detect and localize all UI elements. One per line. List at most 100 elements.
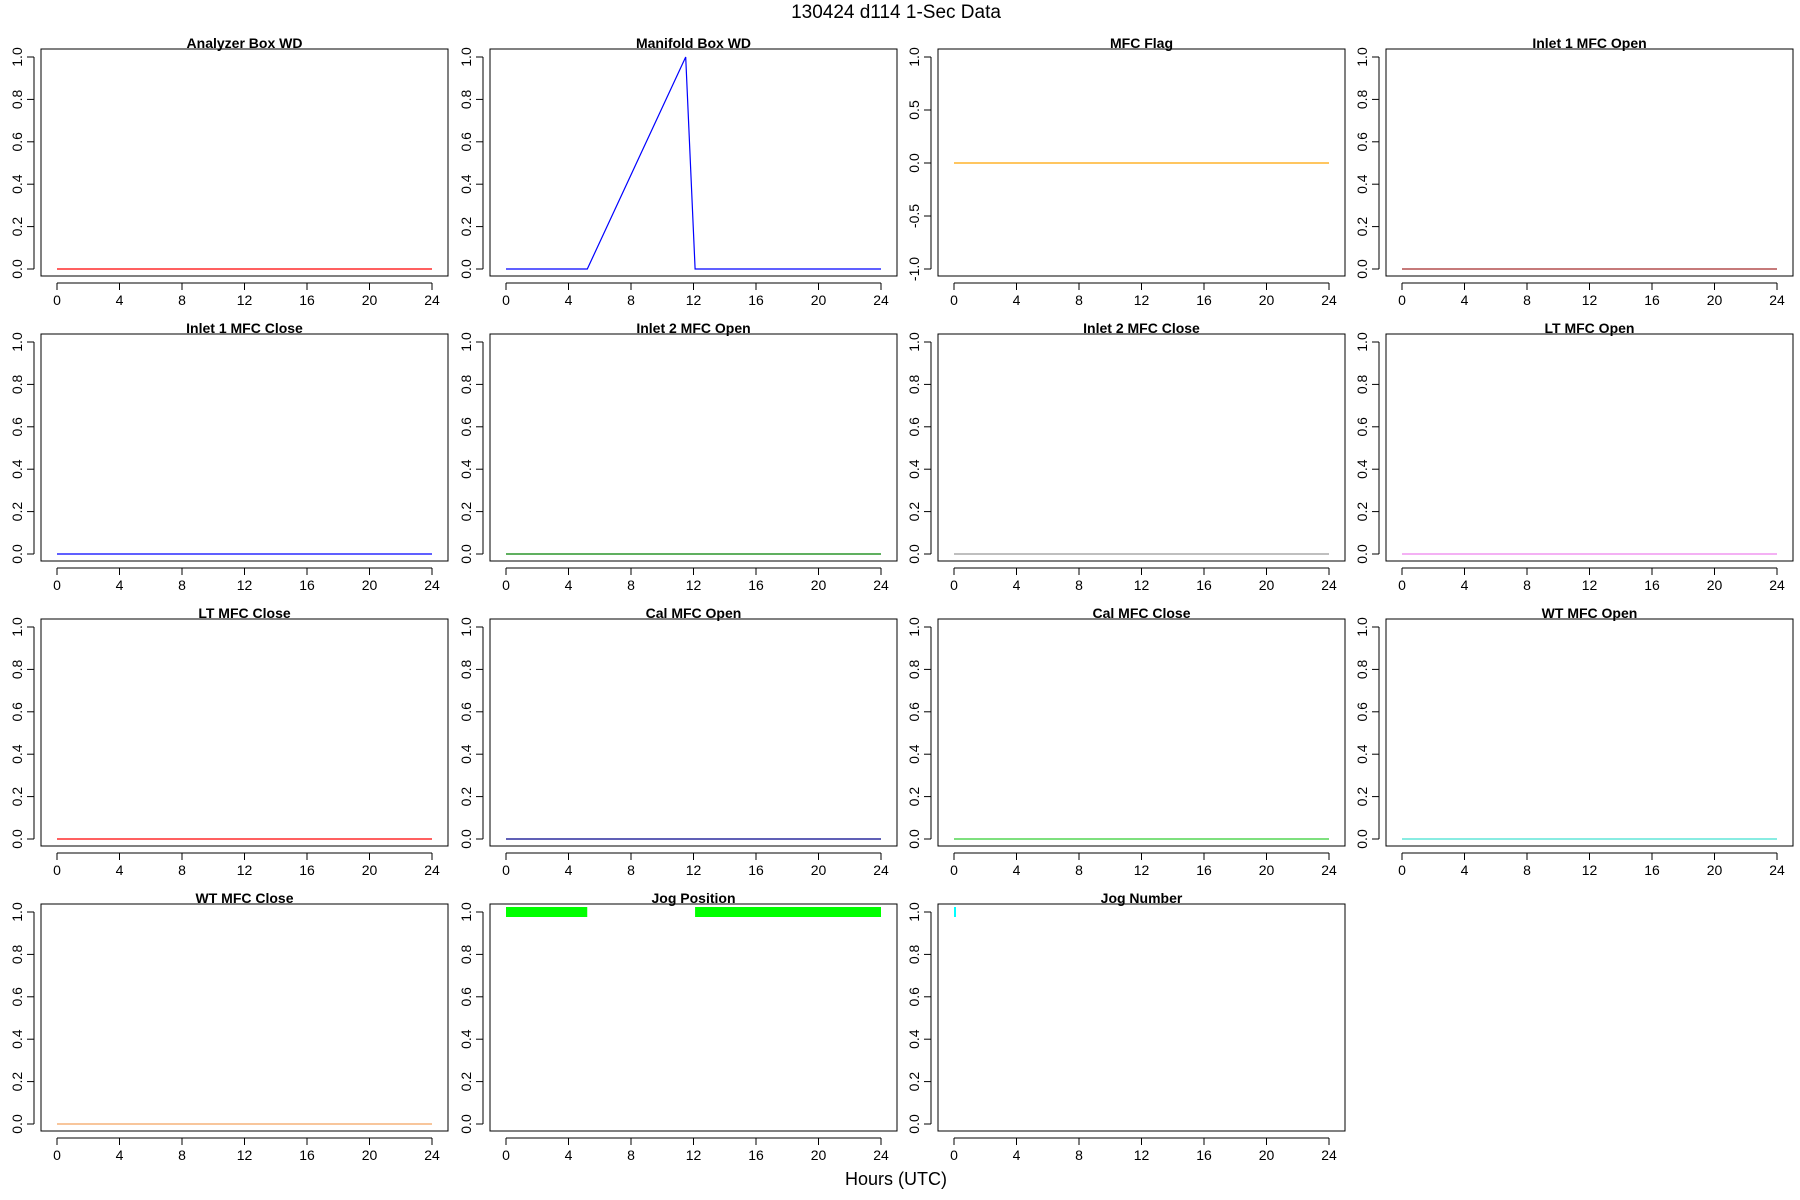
y-tick-label: 1.0 [1354, 332, 1370, 352]
x-tick-label: 8 [1523, 577, 1531, 593]
panel-title: Inlet 2 MFC Open [636, 320, 750, 336]
y-tick-label: 0.8 [906, 374, 922, 394]
chart-panel: LT MFC Open 0 4 8 12 16 20 24 0.0 0.2 0.4 0.6 0.8 1.0 [1354, 320, 1794, 593]
chart-panel: Inlet 2 MFC Close 0 4 8 12 16 20 24 0.0 0.2 0.4 0.6… [906, 320, 1346, 593]
y-tick-label: 0.2 [906, 502, 922, 522]
plot-frame [40, 618, 449, 847]
y-tick-label: 0.6 [906, 702, 922, 722]
x-tick-label: 16 [1644, 577, 1660, 593]
x-tick-label: 12 [1582, 862, 1598, 878]
y-tick-label: 0.0 [9, 259, 25, 279]
x-tick-label: 0 [53, 1147, 61, 1163]
y-tick-label: 0.5 [906, 100, 922, 120]
x-tick-label: 16 [299, 292, 315, 308]
y-tick-label: 0.4 [458, 744, 474, 764]
x-tick-label: 8 [1075, 292, 1083, 308]
x-axis: 0 4 8 12 16 20 24 [502, 1137, 889, 1163]
x-tick-label: 24 [873, 292, 889, 308]
y-axis: 0.0 0.2 0.4 0.6 0.8 1.0 [9, 902, 35, 1134]
y-tick-label: 0.4 [9, 744, 25, 764]
x-tick-label: 12 [1582, 292, 1598, 308]
panel-title: Analyzer Box WD [187, 35, 303, 51]
panel-title: WT MFC Close [196, 890, 294, 906]
plot-frame [937, 333, 1346, 562]
y-tick-label: 1.0 [906, 902, 922, 922]
x-tick-label: 20 [1707, 292, 1723, 308]
y-tick-label: 1.0 [906, 47, 922, 67]
x-axis: 0 4 8 12 16 20 24 [1398, 567, 1785, 593]
x-tick-label: 16 [1196, 862, 1212, 878]
y-tick-label: 1.0 [458, 332, 474, 352]
y-tick-label: -0.5 [906, 204, 922, 228]
x-tick-label: 8 [627, 1147, 635, 1163]
x-tick-label: 4 [116, 1147, 124, 1163]
x-tick-label: 16 [748, 1147, 764, 1163]
series-point-band [954, 907, 956, 917]
x-axis: 0 4 8 12 16 20 24 [1398, 282, 1785, 308]
x-tick-label: 0 [950, 292, 958, 308]
x-axis: 0 4 8 12 16 20 24 [950, 852, 1337, 878]
y-tick-label: 0.0 [458, 1114, 474, 1134]
y-tick-label: 0.0 [906, 544, 922, 564]
y-tick-label: 0.0 [1354, 259, 1370, 279]
x-tick-label: 16 [748, 292, 764, 308]
x-tick-label: 20 [362, 577, 378, 593]
x-tick-label: 12 [686, 292, 702, 308]
x-tick-label: 12 [237, 292, 253, 308]
plot-frame [489, 48, 898, 277]
x-tick-label: 8 [627, 292, 635, 308]
y-axis: 0.0 0.2 0.4 0.6 0.8 1.0 [458, 332, 484, 564]
y-tick-label: 0.0 [906, 1114, 922, 1134]
y-tick-label: 0.2 [906, 787, 922, 807]
chart-panel: Inlet 1 MFC Close 0 4 8 12 16 20 24 0.0 0.2 0.4 0.6… [9, 320, 449, 593]
panel-title: Cal MFC Open [646, 605, 742, 621]
x-tick-label: 8 [1075, 862, 1083, 878]
y-tick-label: 0.8 [458, 374, 474, 394]
x-tick-label: 16 [1196, 1147, 1212, 1163]
x-tick-label: 16 [1644, 862, 1660, 878]
chart-panel: WT MFC Close 0 4 8 12 16 20 24 0.0 0.2 0.4 0.6 0.8 1.… [9, 890, 449, 1163]
y-tick-label: 0.0 [458, 259, 474, 279]
x-tick-label: 24 [873, 577, 889, 593]
y-tick-label: 0.6 [458, 132, 474, 152]
y-tick-label: 0.4 [906, 1029, 922, 1049]
x-tick-label: 20 [811, 577, 827, 593]
y-tick-label: 1.0 [906, 617, 922, 637]
x-tick-label: 4 [116, 292, 124, 308]
x-tick-label: 0 [950, 577, 958, 593]
x-tick-label: 8 [1075, 577, 1083, 593]
x-tick-label: 24 [1769, 577, 1785, 593]
x-tick-label: 20 [1707, 577, 1723, 593]
y-tick-label: 0.4 [1354, 174, 1370, 194]
x-tick-label: 20 [1259, 577, 1275, 593]
x-tick-label: 16 [299, 1147, 315, 1163]
x-tick-label: 24 [424, 577, 440, 593]
y-axis: 0.0 0.2 0.4 0.6 0.8 1.0 [906, 332, 932, 564]
x-axis: 0 4 8 12 16 20 24 [950, 282, 1337, 308]
x-tick-label: 24 [1769, 292, 1785, 308]
series-point-band [695, 907, 881, 917]
y-tick-label: 0.6 [906, 417, 922, 437]
y-tick-label: 1.0 [9, 332, 25, 352]
x-tick-label: 8 [178, 292, 186, 308]
y-axis: -1.0 -0.5 0.0 0.5 1.0 [906, 47, 932, 281]
y-tick-label: 1.0 [906, 332, 922, 352]
x-tick-label: 4 [1461, 577, 1469, 593]
x-tick-label: 24 [1321, 1147, 1337, 1163]
x-tick-label: 12 [237, 577, 253, 593]
y-tick-label: 1.0 [1354, 47, 1370, 67]
y-tick-label: 0.8 [9, 89, 25, 109]
plot-frame [489, 903, 898, 1132]
x-tick-label: 0 [1398, 862, 1406, 878]
x-tick-label: 4 [1013, 1147, 1021, 1163]
x-tick-label: 20 [1259, 292, 1275, 308]
chart-panel: WT MFC Open 0 4 8 12 16 20 24 0.0 0.2 0.4 0.6 0.8 1.0 [1354, 605, 1794, 878]
x-tick-label: 20 [1259, 1147, 1275, 1163]
y-tick-label: 0.0 [9, 544, 25, 564]
y-tick-label: 0.6 [9, 702, 25, 722]
y-axis: 0.0 0.2 0.4 0.6 0.8 1.0 [458, 617, 484, 849]
y-tick-label: 1.0 [458, 47, 474, 67]
y-tick-label: 0.4 [1354, 744, 1370, 764]
plot-frame [937, 618, 1346, 847]
chart-panel: LT MFC Close 0 4 8 12 16 20 24 0.0 0.2 0.4 0.6 0.8 1.… [9, 605, 449, 878]
